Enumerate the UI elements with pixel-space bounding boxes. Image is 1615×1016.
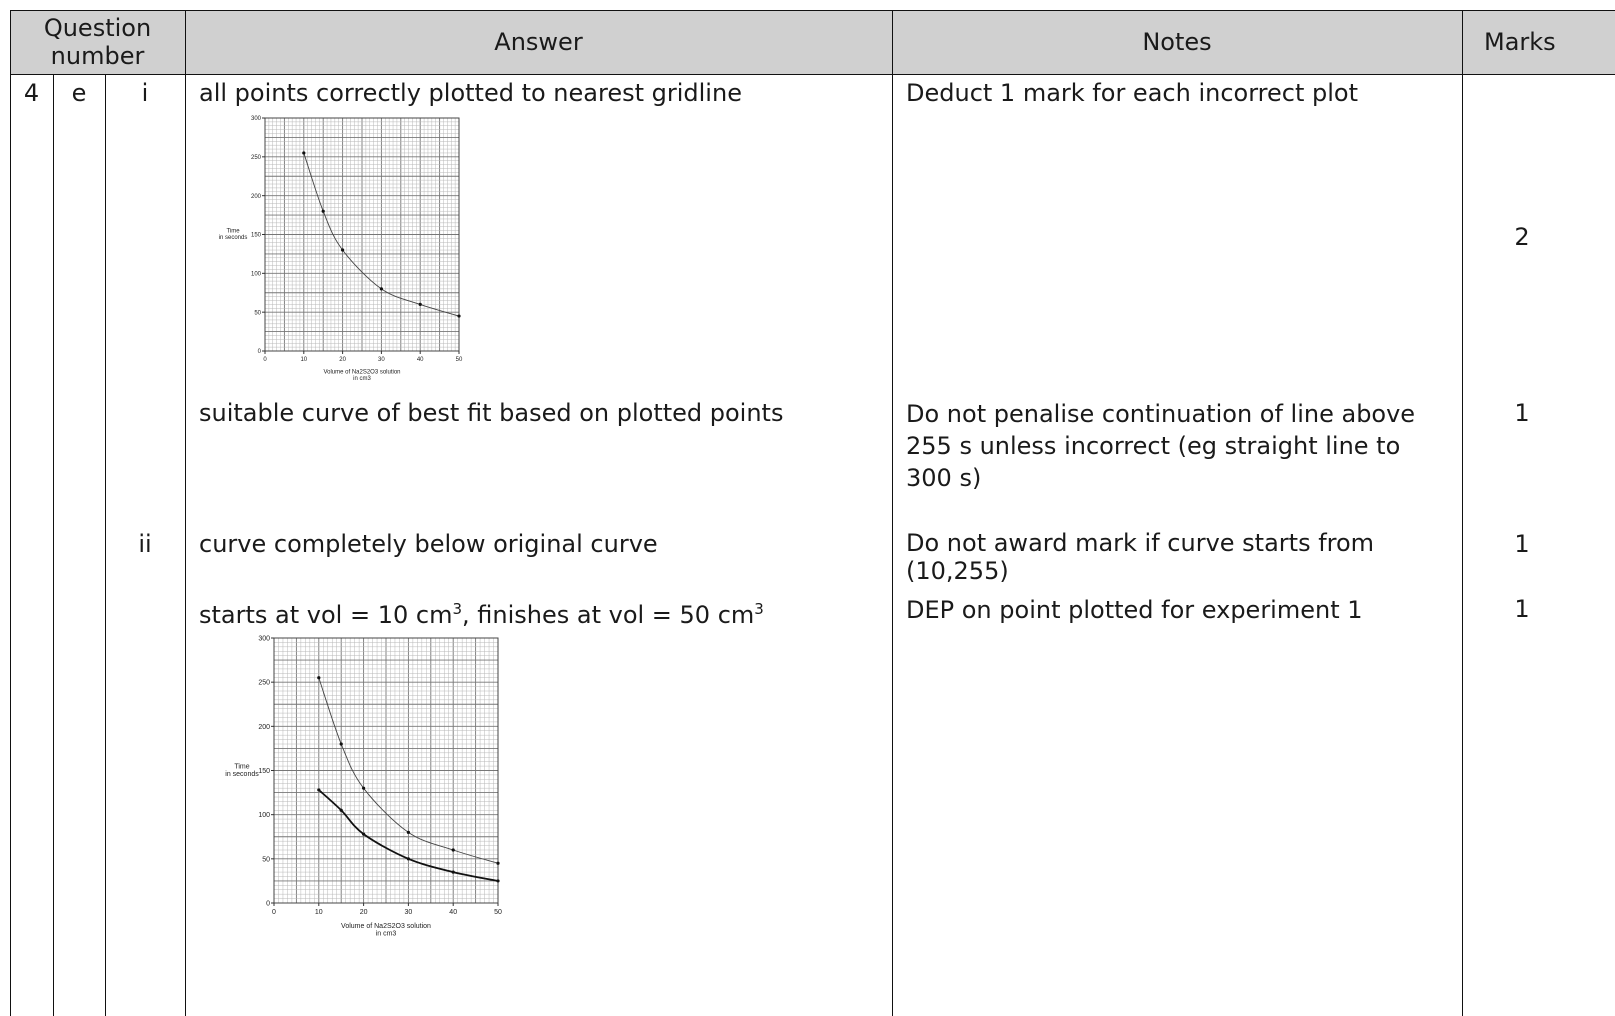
data-point <box>341 248 345 252</box>
x-tick-label: 20 <box>339 357 346 363</box>
data-point <box>302 151 306 155</box>
column-divider <box>185 10 186 1016</box>
subpart-label: ii <box>138 530 152 558</box>
data-point <box>317 676 321 680</box>
header-marks: Marks <box>1484 28 1556 56</box>
x-axis-label: Volume of Na2S2O3 solution in cm3 <box>323 369 400 382</box>
y-tick-label: 0 <box>258 349 262 355</box>
x-tick-label: 50 <box>494 909 502 916</box>
data-point <box>496 879 500 883</box>
answer-text: starts at vol = 10 cm3, finishes at vol … <box>199 600 764 629</box>
y-tick-label: 150 <box>251 233 262 239</box>
y-tick-label: 50 <box>262 856 270 863</box>
x-tick-label: 10 <box>300 357 307 363</box>
y-axis-label: Time in seconds <box>219 229 248 242</box>
column-divider <box>53 74 54 1016</box>
data-point <box>451 848 455 852</box>
answer-text: all points correctly plotted to nearest … <box>199 79 742 107</box>
answer-text: curve completely below original curve <box>199 530 658 558</box>
y-axis-label: Time in seconds <box>225 764 259 779</box>
y-tick-label: 150 <box>258 768 270 775</box>
series-curve-2 <box>318 789 499 882</box>
data-point <box>362 832 366 836</box>
y-tick-label: 100 <box>258 812 270 819</box>
gridlines <box>264 117 460 352</box>
x-tick-label: 20 <box>360 909 368 916</box>
data-point <box>451 870 455 874</box>
x-axis-label: Volume of Na2S2O3 solution in cm3 <box>341 923 431 938</box>
column-divider <box>105 74 106 1016</box>
x-tick-label: 0 <box>263 357 267 363</box>
y-tick-label: 250 <box>258 680 270 687</box>
answer-text: suitable curve of best fit based on plot… <box>199 399 784 427</box>
marks-value: 1 <box>1514 399 1530 427</box>
notes-text: Deduct 1 mark for each incorrect plot <box>906 79 1358 107</box>
data-point <box>317 788 321 792</box>
graph-second-curve: 0 10 20 30 40 50 0 50 100 150 200 250 300 Time in seco… <box>225 635 502 938</box>
notes-text: DEP on point plotted for experiment 1 <box>906 596 1363 624</box>
table-header-background <box>10 10 1615 74</box>
y-tick-label: 200 <box>251 194 262 200</box>
data-point <box>457 314 461 318</box>
y-tick-label: 100 <box>251 271 262 277</box>
y-tick-label: 200 <box>258 724 270 731</box>
data-point <box>418 302 422 306</box>
data-point <box>339 808 343 812</box>
table-border-left <box>10 10 11 1016</box>
x-tick-label: 40 <box>449 909 457 916</box>
notes-text: Do not penalise continuation of line abo… <box>906 400 1416 492</box>
x-tick-label: 40 <box>417 357 424 363</box>
y-tick-label: 300 <box>251 116 262 122</box>
marks-value: 2 <box>1514 223 1530 251</box>
data-point <box>406 830 410 834</box>
x-tick-label: 10 <box>315 909 323 916</box>
x-tick-label: 50 <box>456 357 463 363</box>
y-tick-label: 300 <box>258 635 270 642</box>
header-answer: Answer <box>494 28 583 56</box>
data-point <box>496 861 500 865</box>
series-curve-1 <box>318 677 499 864</box>
y-tick-label: 50 <box>254 310 261 316</box>
header-question-number: Question number <box>43 14 152 70</box>
question-number: 4 <box>23 79 40 107</box>
data-point <box>362 786 366 790</box>
column-divider <box>892 10 893 1016</box>
marks-value: 1 <box>1514 595 1530 623</box>
x-tick-label: 0 <box>272 909 276 916</box>
table-border-top <box>10 10 1615 11</box>
graph-plotted-points: 0 10 20 30 40 50 0 50 100 150 200 250 300 Time in seco… <box>219 116 463 382</box>
header-divider <box>10 74 1615 75</box>
header-notes: Notes <box>1142 28 1212 56</box>
x-tick-label: 30 <box>378 357 385 363</box>
data-point <box>339 742 343 746</box>
series-curve-1 <box>303 152 460 317</box>
gridlines <box>273 637 499 904</box>
data-point <box>379 287 383 291</box>
column-divider <box>1462 10 1463 1016</box>
data-point <box>321 209 325 213</box>
notes-text: Do not award mark if curve starts from (… <box>906 529 1375 585</box>
x-tick-label: 30 <box>405 909 413 916</box>
data-point <box>406 857 410 861</box>
y-tick-label: 0 <box>266 900 270 907</box>
subpart-label: i <box>141 79 149 107</box>
marks-value: 1 <box>1514 530 1530 558</box>
y-tick-label: 250 <box>251 155 262 161</box>
question-part: e <box>71 79 87 107</box>
